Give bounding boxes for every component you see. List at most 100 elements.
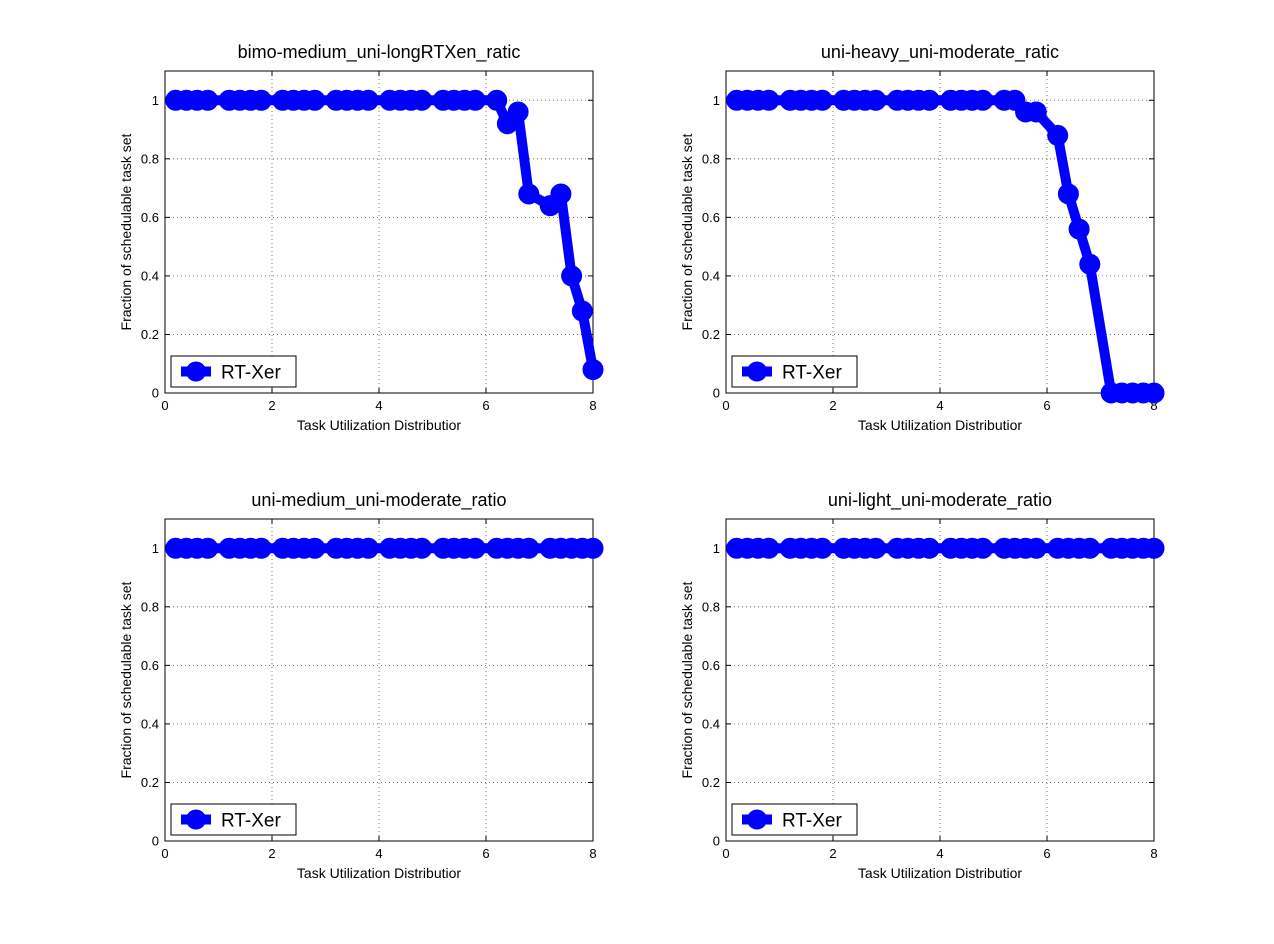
legend-marker-swatch: [747, 361, 767, 382]
data-point: [811, 89, 833, 111]
y-tick-label: 0.8: [702, 599, 720, 614]
x-tick-label: 4: [375, 398, 382, 413]
y-tick-label: 1: [152, 93, 159, 108]
data-point: [250, 89, 272, 111]
legend-marker-swatch: [747, 809, 767, 830]
data-point: [1143, 382, 1165, 404]
data-point: [571, 300, 593, 322]
y-axis-label: Fraction of schedulable task set: [118, 581, 134, 778]
y-tick-label: 0.4: [141, 716, 159, 731]
x-tick-label: 0: [722, 846, 729, 861]
data-point: [561, 265, 583, 287]
x-tick-label: 0: [161, 846, 168, 861]
chart-panel-1: 0 2 4 6 8 0 0.2 0.4 0.6 0.8 1 bimo-medium_uni-longR…: [118, 42, 604, 433]
data-point: [918, 537, 940, 559]
y-tick-label: 0.6: [141, 658, 159, 673]
x-tick-label: 2: [268, 398, 275, 413]
data-point: [197, 537, 219, 559]
data-point: [250, 537, 272, 559]
data-point: [972, 537, 994, 559]
data-point: [304, 89, 326, 111]
data-point: [1025, 101, 1047, 123]
chart-panel-4: 0 2 4 6 8 0 0.2 0.4 0.6 0.8 1 uni-light_uni-moderat…: [679, 490, 1165, 881]
data-point: [197, 89, 219, 111]
y-tick-label: 0.6: [141, 210, 159, 225]
x-tick-label: 2: [829, 846, 836, 861]
y-tick-label: 0.6: [702, 658, 720, 673]
x-axis-label: Task Utilization Distributior: [297, 865, 461, 881]
x-tick-label: 6: [482, 846, 489, 861]
y-tick-label: 0.2: [141, 327, 159, 342]
chart-panel-3: 0 2 4 6 8 0 0.2 0.4 0.6 0.8 1 uni-medium_uni-modera…: [118, 490, 604, 881]
data-point: [357, 537, 379, 559]
x-tick-label: 6: [482, 398, 489, 413]
x-tick-label: 2: [268, 846, 275, 861]
chart-title: bimo-medium_uni-longRTXen_ratic: [238, 42, 521, 63]
x-axis-label: Task Utilization Distributior: [297, 417, 461, 433]
x-axis-label: Task Utilization Distributior: [858, 865, 1022, 881]
data-point: [1079, 537, 1101, 559]
data-point: [1025, 537, 1047, 559]
data-point: [582, 537, 604, 559]
y-tick-label: 0.8: [702, 151, 720, 166]
legend-label: RT-Xer: [782, 363, 843, 384]
legend-marker-swatch: [186, 809, 206, 830]
chart-title: uni-medium_uni-moderate_ratio: [251, 490, 506, 511]
y-tick-label: 0.4: [141, 268, 159, 283]
y-tick-label: 0: [152, 834, 159, 849]
chart-title: uni-light_uni-moderate_ratio: [828, 490, 1052, 511]
data-point: [1047, 124, 1069, 146]
y-tick-label: 0: [713, 386, 720, 401]
y-tick-label: 0.2: [141, 775, 159, 790]
x-tick-label: 6: [1043, 846, 1050, 861]
data-point: [518, 537, 540, 559]
data-point: [486, 89, 508, 111]
y-tick-label: 1: [713, 541, 720, 556]
data-point: [357, 89, 379, 111]
chart-panel-2: 0 2 4 6 8 0 0.2 0.4 0.6 0.8 1 uni-heavy_uni-moderat…: [679, 42, 1165, 433]
x-tick-label: 2: [829, 398, 836, 413]
data-point: [582, 359, 604, 381]
y-tick-label: 0.8: [141, 151, 159, 166]
y-tick-label: 0.4: [702, 268, 720, 283]
y-axis-label: Fraction of schedulable task set: [118, 133, 134, 330]
data-point: [758, 89, 780, 111]
data-point: [1068, 218, 1090, 240]
x-tick-label: 0: [722, 398, 729, 413]
data-point: [918, 89, 940, 111]
data-point: [811, 537, 833, 559]
x-tick-label: 8: [589, 846, 596, 861]
data-point: [865, 537, 887, 559]
data-point: [411, 89, 433, 111]
legend-label: RT-Xer: [221, 811, 282, 832]
x-tick-label: 4: [936, 398, 943, 413]
data-point: [550, 183, 572, 205]
legend-label: RT-Xer: [221, 363, 282, 384]
x-axis-label: Task Utilization Distributior: [858, 417, 1022, 433]
y-axis-label: Fraction of schedulable task set: [679, 133, 695, 330]
data-point: [507, 101, 529, 123]
x-tick-label: 4: [936, 846, 943, 861]
data-point: [411, 537, 433, 559]
data-point: [464, 537, 486, 559]
y-axis-label: Fraction of schedulable task set: [679, 581, 695, 778]
data-point: [865, 89, 887, 111]
data-point: [304, 537, 326, 559]
legend-marker-swatch: [186, 361, 206, 382]
data-point: [1079, 253, 1101, 275]
x-tick-label: 4: [375, 846, 382, 861]
y-tick-label: 0: [152, 386, 159, 401]
y-tick-label: 0: [713, 834, 720, 849]
y-tick-label: 0.2: [702, 327, 720, 342]
data-point: [518, 183, 540, 205]
data-point: [758, 537, 780, 559]
data-point: [972, 89, 994, 111]
legend-label: RT-Xer: [782, 811, 843, 832]
y-tick-label: 1: [152, 541, 159, 556]
y-tick-label: 0.2: [702, 775, 720, 790]
x-tick-label: 8: [1150, 846, 1157, 861]
y-tick-label: 0.8: [141, 599, 159, 614]
chart-title: uni-heavy_uni-moderate_ratic: [821, 42, 1059, 63]
